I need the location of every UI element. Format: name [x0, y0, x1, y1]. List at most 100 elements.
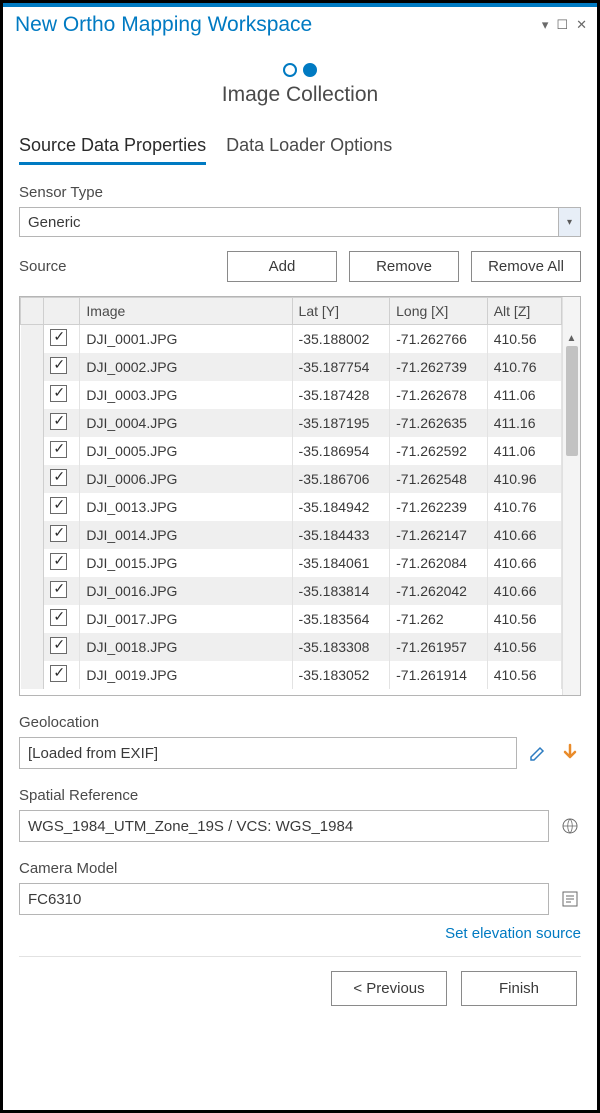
row-checkbox-cell[interactable] — [44, 437, 80, 465]
row-checkbox-cell[interactable] — [44, 521, 80, 549]
cell-lat: -35.183564 — [292, 605, 390, 633]
cell-alt: 411.16 — [487, 409, 561, 437]
col-lat[interactable]: Lat [Y] — [292, 298, 390, 325]
scrollbar[interactable]: ▲ — [562, 297, 580, 695]
cell-image: DJI_0001.JPG — [80, 325, 292, 354]
sensor-type-select[interactable]: Generic ▾ — [19, 207, 581, 237]
window-controls: ▾ ☐ ✕ — [542, 17, 587, 33]
row-checkbox-cell[interactable] — [44, 381, 80, 409]
row-checkbox-cell[interactable] — [44, 353, 80, 381]
checkbox-icon[interactable] — [50, 609, 67, 626]
add-button[interactable]: Add — [227, 251, 337, 282]
cell-lat: -35.186706 — [292, 465, 390, 493]
finish-button[interactable]: Finish — [461, 971, 577, 1006]
table-row[interactable]: DJI_0001.JPG-35.188002-71.262766410.56 — [21, 325, 562, 354]
table-row[interactable]: DJI_0002.JPG-35.187754-71.262739410.76 — [21, 353, 562, 381]
geolocation-input[interactable]: [Loaded from EXIF] — [19, 737, 517, 769]
table-row[interactable]: DJI_0006.JPG-35.186706-71.262548410.96 — [21, 465, 562, 493]
previous-button[interactable]: < Previous — [331, 971, 447, 1006]
table-row[interactable]: DJI_0019.JPG-35.183052-71.261914410.56 — [21, 661, 562, 689]
checkbox-icon[interactable] — [50, 553, 67, 570]
scroll-up-icon[interactable]: ▲ — [567, 333, 577, 344]
globe-icon[interactable] — [559, 815, 581, 837]
cell-lat: -35.183308 — [292, 633, 390, 661]
table-row[interactable]: DJI_0014.JPG-35.184433-71.262147410.66 — [21, 521, 562, 549]
dropdown-icon[interactable]: ▾ — [542, 17, 549, 33]
table-row[interactable]: DJI_0015.JPG-35.184061-71.262084410.66 — [21, 549, 562, 577]
cell-lat: -35.188002 — [292, 325, 390, 354]
source-label: Source — [19, 258, 67, 275]
maximize-icon[interactable]: ☐ — [556, 17, 568, 33]
table-row[interactable]: DJI_0013.JPG-35.184942-71.262239410.76 — [21, 493, 562, 521]
cell-image: DJI_0002.JPG — [80, 353, 292, 381]
wizard-stepper: Image Collection — [19, 63, 581, 107]
window-title: New Ortho Mapping Workspace — [15, 13, 312, 37]
cell-image: DJI_0016.JPG — [80, 577, 292, 605]
cell-long: -71.262635 — [390, 409, 488, 437]
row-checkbox-cell[interactable] — [44, 465, 80, 493]
row-checkbox-cell[interactable] — [44, 605, 80, 633]
cell-lat: -35.187428 — [292, 381, 390, 409]
cell-alt: 410.76 — [487, 353, 561, 381]
table-row[interactable]: DJI_0004.JPG-35.187195-71.262635411.16 — [21, 409, 562, 437]
row-gutter — [21, 493, 44, 521]
cell-long: -71.262678 — [390, 381, 488, 409]
table-row[interactable]: DJI_0016.JPG-35.183814-71.262042410.66 — [21, 577, 562, 605]
download-icon[interactable] — [559, 742, 581, 764]
row-checkbox-cell[interactable] — [44, 549, 80, 577]
row-checkbox-cell[interactable] — [44, 493, 80, 521]
col-alt[interactable]: Alt [Z] — [487, 298, 561, 325]
tab-data-loader-options[interactable]: Data Loader Options — [226, 135, 392, 165]
cell-long: -71.262548 — [390, 465, 488, 493]
cell-long: -71.262739 — [390, 353, 488, 381]
checkbox-icon[interactable] — [50, 497, 67, 514]
checkbox-icon[interactable] — [50, 441, 67, 458]
cell-alt: 410.56 — [487, 605, 561, 633]
remove-all-button[interactable]: Remove All — [471, 251, 581, 282]
row-checkbox-cell[interactable] — [44, 633, 80, 661]
cell-image: DJI_0015.JPG — [80, 549, 292, 577]
row-gutter — [21, 521, 44, 549]
cell-alt: 410.56 — [487, 633, 561, 661]
geolocation-label: Geolocation — [19, 714, 581, 731]
col-image[interactable]: Image — [80, 298, 292, 325]
row-checkbox-cell[interactable] — [44, 325, 80, 354]
properties-icon[interactable] — [559, 888, 581, 910]
step-dot-1[interactable] — [283, 63, 297, 77]
checkbox-icon[interactable] — [50, 413, 67, 430]
set-elevation-source-link[interactable]: Set elevation source — [19, 925, 581, 942]
content-area: Image Collection Source Data Properties … — [3, 39, 597, 1110]
checkbox-icon[interactable] — [50, 525, 67, 542]
row-checkbox-cell[interactable] — [44, 409, 80, 437]
table-row[interactable]: DJI_0005.JPG-35.186954-71.262592411.06 — [21, 437, 562, 465]
row-gutter — [21, 409, 44, 437]
row-gutter — [21, 325, 44, 354]
tab-source-data-properties[interactable]: Source Data Properties — [19, 135, 206, 165]
row-checkbox-cell[interactable] — [44, 661, 80, 689]
checkbox-icon[interactable] — [50, 385, 67, 402]
cell-long: -71.262 — [390, 605, 488, 633]
camera-model-input[interactable]: FC6310 — [19, 883, 549, 915]
cell-long: -71.261914 — [390, 661, 488, 689]
checkbox-icon[interactable] — [50, 637, 67, 654]
checkbox-icon[interactable] — [50, 329, 67, 346]
close-icon[interactable]: ✕ — [576, 17, 587, 33]
remove-button[interactable]: Remove — [349, 251, 459, 282]
chevron-down-icon[interactable]: ▾ — [558, 208, 580, 236]
cell-long: -71.261957 — [390, 633, 488, 661]
col-long[interactable]: Long [X] — [390, 298, 488, 325]
cell-long: -71.262147 — [390, 521, 488, 549]
checkbox-icon[interactable] — [50, 665, 67, 682]
checkbox-icon[interactable] — [50, 581, 67, 598]
checkbox-icon[interactable] — [50, 357, 67, 374]
cell-alt: 411.06 — [487, 381, 561, 409]
step-dot-2[interactable] — [303, 63, 317, 77]
scroll-thumb[interactable] — [566, 346, 578, 456]
checkbox-icon[interactable] — [50, 469, 67, 486]
edit-icon[interactable] — [527, 742, 549, 764]
row-checkbox-cell[interactable] — [44, 577, 80, 605]
table-row[interactable]: DJI_0003.JPG-35.187428-71.262678411.06 — [21, 381, 562, 409]
table-row[interactable]: DJI_0017.JPG-35.183564-71.262410.56 — [21, 605, 562, 633]
table-row[interactable]: DJI_0018.JPG-35.183308-71.261957410.56 — [21, 633, 562, 661]
spatial-ref-input[interactable]: WGS_1984_UTM_Zone_19S / VCS: WGS_1984 — [19, 810, 549, 842]
